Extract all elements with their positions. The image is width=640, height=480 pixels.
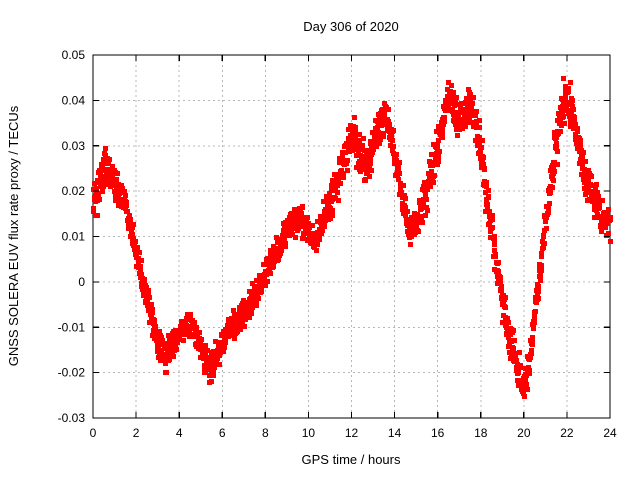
x-tick-label: 22	[560, 426, 574, 440]
y-tick-label: 0.04	[62, 93, 86, 107]
y-tick-label: 0.03	[62, 139, 86, 153]
x-tick-label: 6	[219, 426, 226, 440]
x-tick-label: 14	[388, 426, 402, 440]
x-tick-label: 10	[302, 426, 316, 440]
y-tick-label: 0.02	[62, 184, 86, 198]
x-tick-label: 24	[603, 426, 617, 440]
chart-title: Day 306 of 2020	[303, 19, 398, 34]
x-tick-label: 20	[517, 426, 531, 440]
axis-ticks	[92, 54, 611, 419]
x-tick-label: 16	[431, 426, 445, 440]
x-tick-label: 18	[474, 426, 488, 440]
x-tick-label: 8	[262, 426, 269, 440]
y-axis-label: GNSS SOLERA EUV flux rate proxy / TECUs	[6, 105, 21, 366]
grid-lines	[93, 55, 610, 418]
x-axis-label: GPS time / hours	[302, 452, 401, 467]
x-tick-label: 0	[90, 426, 97, 440]
x-tick-label: 4	[176, 426, 183, 440]
y-tick-label: -0.02	[58, 366, 86, 380]
tick-labels: 0 2 4 6 8 10 12 14 16 18 20 22 24-0.03-0.02-0.0100.0…	[58, 48, 617, 440]
y-tick-label: 0.05	[62, 48, 86, 62]
y-tick-label: 0	[78, 275, 85, 289]
y-tick-label: -0.01	[58, 320, 86, 334]
y-tick-label: -0.03	[58, 411, 86, 425]
x-tick-label: 12	[345, 426, 359, 440]
data-points	[91, 76, 613, 399]
x-tick-label: 2	[133, 426, 140, 440]
y-tick-label: 0.01	[62, 230, 86, 244]
